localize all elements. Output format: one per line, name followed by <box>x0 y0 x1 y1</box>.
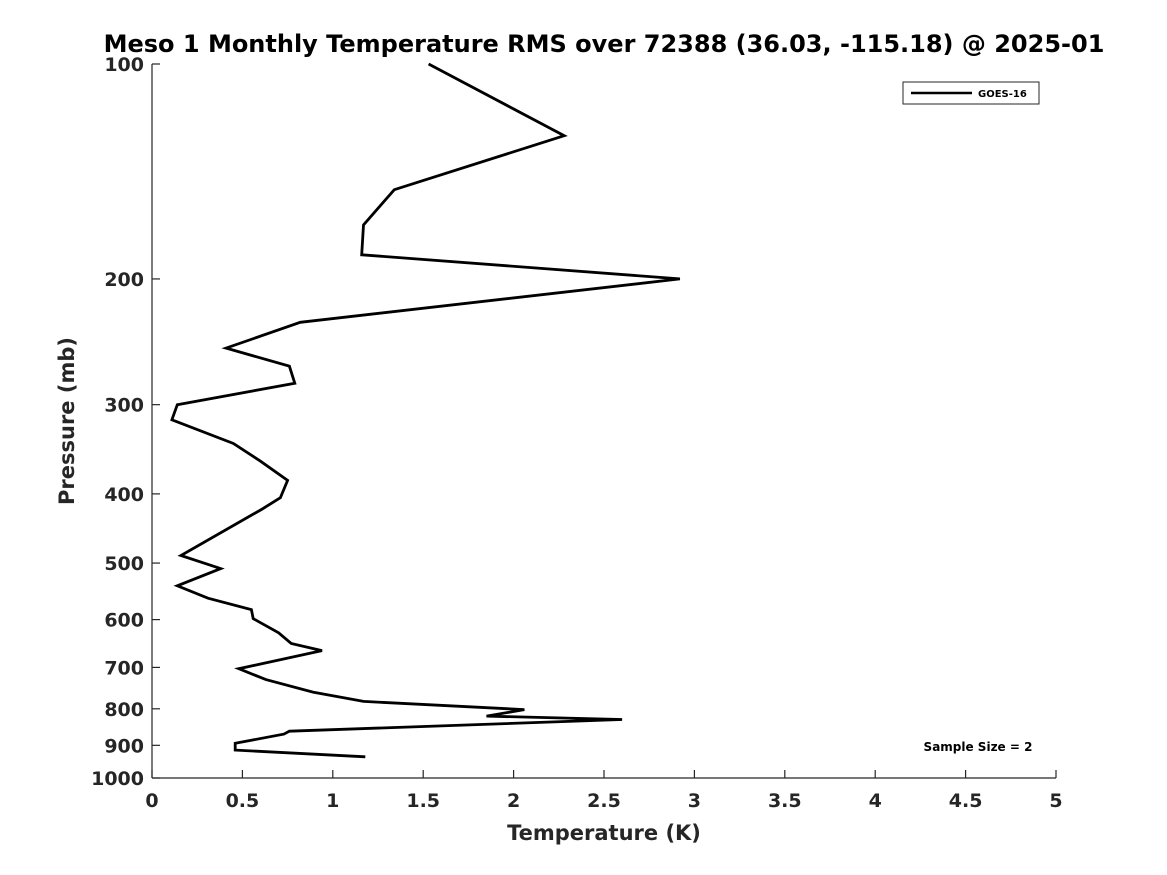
y-tick-label: 700 <box>104 657 144 679</box>
y-ticks: 100 200 300 400 500 600 700 800 900 1000 <box>91 54 160 790</box>
x-tick-label: 0 <box>145 790 158 812</box>
y-tick-label: 100 <box>104 54 144 76</box>
x-tick-label: 4.5 <box>949 790 983 812</box>
y-tick-label: 600 <box>104 610 144 632</box>
x-tick-label: 3.5 <box>768 790 802 812</box>
x-tick-label: 0.5 <box>226 790 260 812</box>
y-tick-label: 500 <box>104 553 144 575</box>
y-tick-label: 800 <box>104 699 144 721</box>
legend-label-goes-16: GOES-16 <box>978 89 1027 100</box>
x-tick-label: 3 <box>688 790 701 812</box>
x-tick-label: 4 <box>869 790 882 812</box>
x-tick-label: 2.5 <box>587 790 621 812</box>
axes <box>151 64 1056 779</box>
sample-size-annotation: Sample Size = 2 <box>924 740 1033 754</box>
series-line-goes-16 <box>170 62 681 759</box>
x-tick-label: 1.5 <box>406 790 440 812</box>
y-tick-label: 1000 <box>91 768 144 790</box>
y-tick-label: 200 <box>104 269 144 291</box>
y-tick-label: 400 <box>104 484 144 506</box>
x-axis-label: Temperature (K) <box>507 821 701 845</box>
x-ticks: 0 0.5 1 1.5 2 2.5 3 3.5 4 4.5 5 <box>145 770 1063 812</box>
series-layer <box>170 62 681 759</box>
chart-title: Meso 1 Monthly Temperature RMS over 7238… <box>104 30 1105 58</box>
legend: GOES-16 <box>902 81 1040 105</box>
x-tick-label: 2 <box>507 790 520 812</box>
x-tick-label: 1 <box>326 790 339 812</box>
y-tick-label: 300 <box>104 395 144 417</box>
y-axis-label: Pressure (mb) <box>55 337 79 505</box>
x-tick-label: 5 <box>1049 790 1062 812</box>
y-tick-label: 900 <box>104 735 144 757</box>
